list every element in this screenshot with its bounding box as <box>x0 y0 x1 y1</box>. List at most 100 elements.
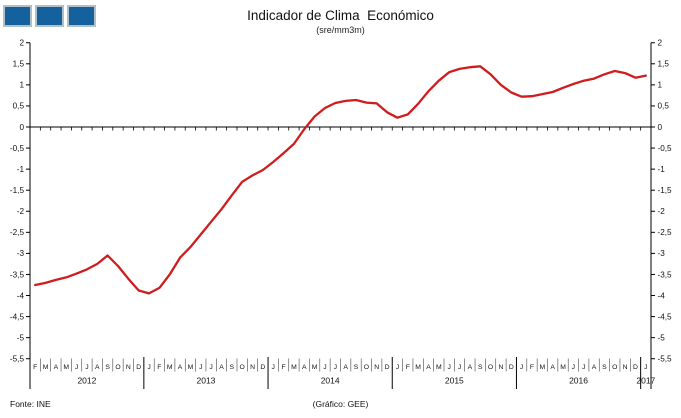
svg-text:1: 1 <box>19 81 24 90</box>
svg-text:-1,5: -1,5 <box>10 186 25 195</box>
year-label: 2015 <box>445 376 464 386</box>
svg-text:M: M <box>291 364 297 371</box>
svg-text:-1,5: -1,5 <box>658 186 673 195</box>
svg-text:J: J <box>572 364 575 371</box>
svg-text:J: J <box>520 364 523 371</box>
svg-text:M: M <box>63 364 69 371</box>
svg-text:N: N <box>250 364 255 371</box>
svg-text:-2: -2 <box>658 207 666 216</box>
svg-text:-5: -5 <box>658 333 666 342</box>
svg-text:D: D <box>633 364 638 371</box>
svg-text:N: N <box>623 364 628 371</box>
svg-text:2: 2 <box>658 39 663 48</box>
svg-text:-2,5: -2,5 <box>658 228 673 237</box>
svg-text:A: A <box>550 364 555 371</box>
svg-text:1,5: 1,5 <box>13 60 25 69</box>
svg-text:1: 1 <box>658 81 663 90</box>
svg-text:1,5: 1,5 <box>658 60 670 69</box>
svg-text:M: M <box>539 364 545 371</box>
svg-text:-3,5: -3,5 <box>10 270 25 279</box>
svg-text:-0,5: -0,5 <box>10 144 25 153</box>
svg-text:-5,5: -5,5 <box>10 355 25 364</box>
svg-text:-5: -5 <box>17 333 25 342</box>
year-label: 2013 <box>196 376 215 386</box>
svg-text:-2,5: -2,5 <box>10 228 25 237</box>
svg-text:-0,5: -0,5 <box>658 144 673 153</box>
svg-text:A: A <box>343 364 348 371</box>
svg-text:F: F <box>530 364 534 371</box>
svg-text:S: S <box>602 364 607 371</box>
svg-text:M: M <box>436 364 442 371</box>
svg-text:O: O <box>240 364 245 371</box>
chart-subtitle: (sre/mm3m) <box>316 25 365 35</box>
svg-text:F: F <box>33 364 37 371</box>
year-label: 2017 <box>636 376 655 386</box>
svg-text:M: M <box>560 364 566 371</box>
year-label: 2014 <box>321 376 340 386</box>
svg-text:-1: -1 <box>658 165 666 174</box>
svg-text:S: S <box>105 364 110 371</box>
svg-text:A: A <box>302 364 307 371</box>
zero-axis-line <box>29 126 652 131</box>
svg-text:S: S <box>354 364 359 371</box>
svg-text:O: O <box>115 364 120 371</box>
svg-text:J: J <box>85 364 88 371</box>
svg-text:J: J <box>458 364 461 371</box>
svg-text:D: D <box>260 364 265 371</box>
svg-text:-3,5: -3,5 <box>658 270 673 279</box>
svg-text:J: J <box>75 364 78 371</box>
svg-text:M: M <box>43 364 49 371</box>
svg-text:J: J <box>644 364 647 371</box>
svg-text:F: F <box>406 364 410 371</box>
svg-text:-4: -4 <box>17 291 25 300</box>
y-axes <box>29 42 652 359</box>
svg-text:O: O <box>612 364 617 371</box>
svg-text:0,5: 0,5 <box>658 102 670 111</box>
svg-text:-2: -2 <box>17 207 25 216</box>
svg-text:J: J <box>582 364 585 371</box>
logo-square <box>3 5 32 27</box>
svg-text:-4: -4 <box>658 291 666 300</box>
svg-text:S: S <box>230 364 235 371</box>
svg-text:-1: -1 <box>17 165 25 174</box>
three-blue-squares-logo <box>3 5 96 27</box>
logo-square <box>67 5 96 27</box>
svg-text:A: A <box>592 364 597 371</box>
svg-text:N: N <box>498 364 503 371</box>
svg-text:-3: -3 <box>658 249 666 258</box>
svg-text:-4,5: -4,5 <box>658 312 673 321</box>
svg-text:D: D <box>509 364 514 371</box>
svg-text:J: J <box>334 364 337 371</box>
indicator-series-line <box>34 65 647 295</box>
source-label: Fonte: INE <box>10 399 51 409</box>
logo-square <box>35 5 64 27</box>
svg-text:J: J <box>272 364 275 371</box>
svg-text:2: 2 <box>19 39 24 48</box>
svg-text:D: D <box>385 364 390 371</box>
chart-title: Indicador de Clima Económico <box>247 8 434 23</box>
svg-text:F: F <box>157 364 161 371</box>
svg-text:A: A <box>95 364 100 371</box>
svg-text:N: N <box>374 364 379 371</box>
year-label: 2012 <box>77 376 96 386</box>
svg-text:M: M <box>312 364 318 371</box>
svg-text:0: 0 <box>19 123 24 132</box>
svg-text:J: J <box>396 364 399 371</box>
svg-text:A: A <box>54 364 59 371</box>
svg-text:0,5: 0,5 <box>13 102 25 111</box>
svg-text:J: J <box>147 364 150 371</box>
svg-text:D: D <box>136 364 141 371</box>
svg-text:S: S <box>478 364 483 371</box>
svg-text:J: J <box>447 364 450 371</box>
svg-text:-3: -3 <box>17 249 25 258</box>
svg-text:O: O <box>488 364 493 371</box>
svg-text:N: N <box>126 364 131 371</box>
svg-text:O: O <box>364 364 369 371</box>
svg-text:F: F <box>281 364 285 371</box>
svg-text:A: A <box>468 364 473 371</box>
svg-text:0: 0 <box>658 123 663 132</box>
year-label: 2016 <box>569 376 588 386</box>
